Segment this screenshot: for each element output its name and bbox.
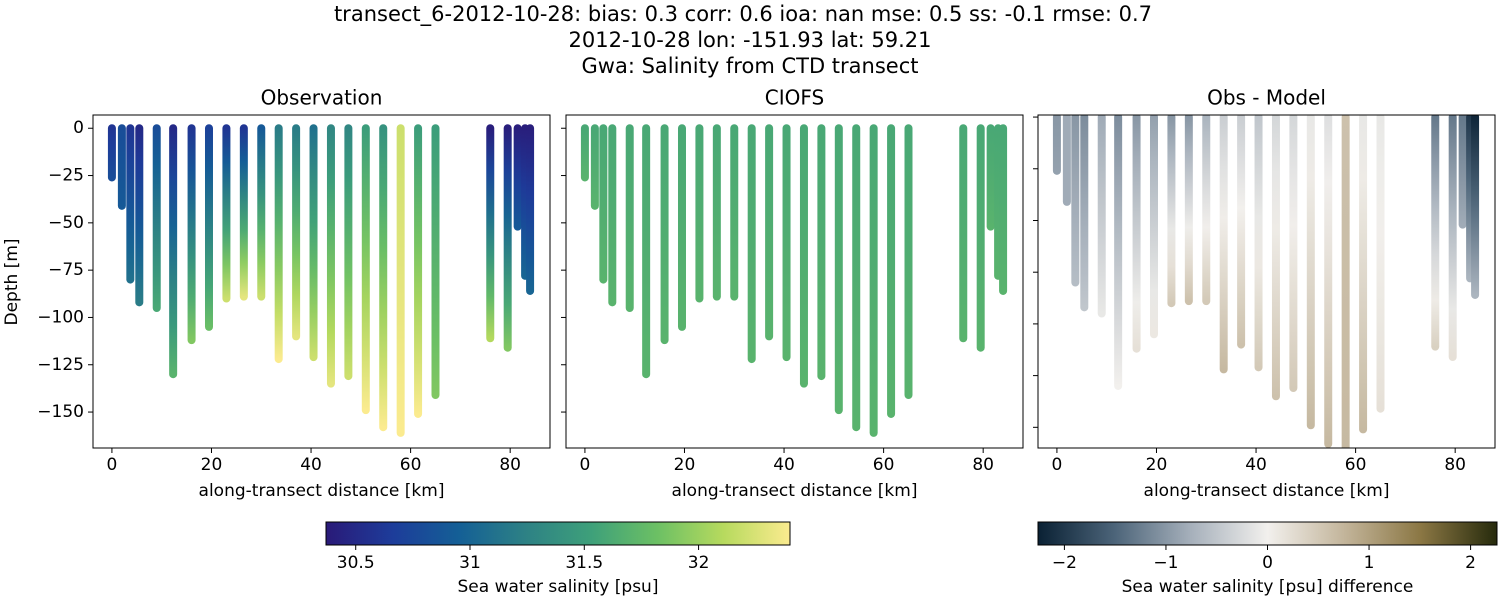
casts — [1052, 115, 1480, 448]
x-tick-label: 0 — [580, 455, 591, 475]
casts — [107, 124, 535, 437]
x-tick-label: 20 — [1146, 455, 1168, 475]
x-tick-label: 60 — [400, 455, 422, 475]
x-tick-label: 20 — [201, 455, 223, 475]
y-tick-label: −25 — [48, 166, 84, 186]
colorbar-tick-label: 30.5 — [337, 553, 375, 573]
colorbar-tick-label: 0 — [1262, 553, 1273, 573]
axes-frame — [565, 114, 1024, 449]
colorbar-tick-label: −1 — [1153, 553, 1178, 573]
colorbar-label: Sea water salinity [psu] difference — [1122, 577, 1414, 597]
y-tick-label: −75 — [48, 260, 84, 280]
panel-title: Obs - Model — [1207, 86, 1326, 110]
y-tick-label: −125 — [37, 355, 84, 375]
x-axis-label: along-transect distance [km] — [199, 481, 445, 501]
colorbar-tick-label: 2 — [1465, 553, 1476, 573]
x-tick-label: 40 — [1245, 455, 1267, 475]
x-tick-label: 20 — [674, 455, 696, 475]
x-tick-label: 80 — [1444, 455, 1466, 475]
colorbar — [325, 521, 791, 546]
x-axis-label: along-transect distance [km] — [672, 481, 918, 501]
panel-title: Observation — [261, 86, 383, 110]
axes-frame — [92, 114, 551, 449]
casts — [580, 124, 1008, 437]
x-tick-label: 80 — [499, 455, 521, 475]
figure-subtitle: 2012-10-28 lon: -151.93 lat: 59.21 — [569, 28, 932, 52]
y-axis-label: Depth [m] — [2, 238, 22, 325]
colorbar-tick-label: 31 — [459, 553, 481, 573]
colorbar-tick-label: 1 — [1364, 553, 1375, 573]
x-axis-label: along-transect distance [km] — [1144, 481, 1390, 501]
y-tick-label: −100 — [37, 307, 84, 327]
y-tick-label: 0 — [73, 118, 84, 138]
colorbar-tick-label: 31.5 — [565, 553, 603, 573]
x-tick-label: 60 — [1345, 455, 1367, 475]
axes-frame — [1037, 114, 1496, 449]
panel-title: CIOFS — [765, 86, 824, 110]
y-tick-label: −50 — [48, 213, 84, 233]
colorbar-tick-label: 32 — [688, 553, 710, 573]
x-tick-label: 0 — [107, 455, 118, 475]
x-tick-label: 60 — [873, 455, 895, 475]
figure-title: transect_6-2012-10-28: bias: 0.3 corr: 0… — [334, 2, 1152, 27]
figure-subtitle: Gwa: Salinity from CTD transect — [582, 54, 919, 78]
x-tick-label: 40 — [300, 455, 322, 475]
x-tick-label: 80 — [972, 455, 994, 475]
y-tick-label: −150 — [37, 402, 84, 422]
colorbar-tick-label: −2 — [1052, 553, 1077, 573]
colorbar — [1037, 521, 1498, 546]
x-tick-label: 40 — [773, 455, 795, 475]
x-tick-label: 0 — [1052, 455, 1063, 475]
colorbar-label: Sea water salinity [psu] — [458, 577, 659, 597]
